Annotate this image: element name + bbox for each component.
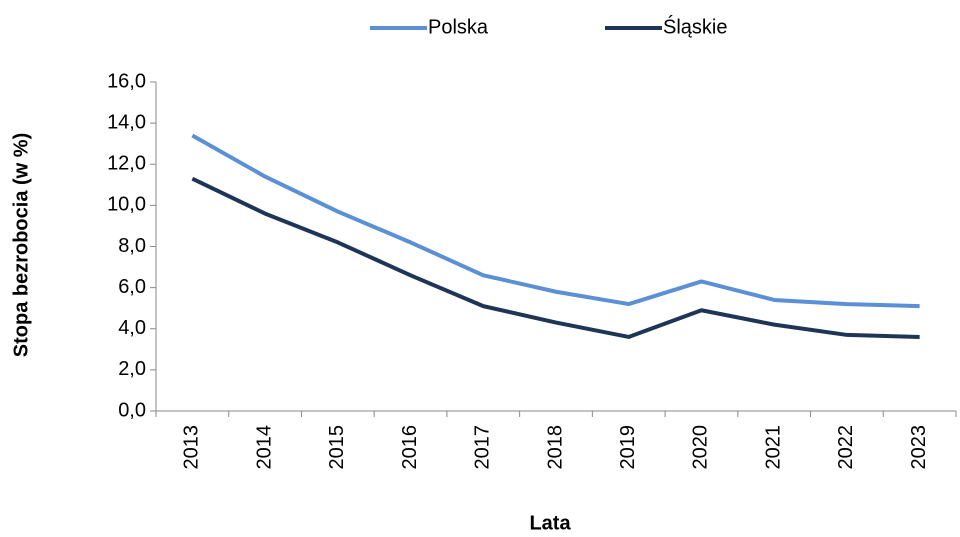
x-tick-label: 2015 [326,425,348,470]
x-tick-label: 2019 [617,425,639,470]
y-axis-title: Stopa bezrobocia (w %) [10,133,32,357]
y-tick-label: 0,0 [118,399,146,421]
x-tick-label: 2016 [399,425,421,470]
x-tick-label: 2014 [253,425,275,470]
x-tick-label: 2023 [908,425,930,470]
legend-label: Śląskie [663,14,727,38]
legend-label: Polska [428,16,489,38]
x-tick-label: 2018 [544,425,566,470]
y-tick-label: 14,0 [107,111,146,133]
y-tick-label: 16,0 [107,70,146,92]
x-tick-label: 2021 [762,425,784,470]
y-tick-label: 8,0 [118,235,146,257]
x-tick-label: 2017 [472,425,494,470]
y-tick-label: 12,0 [107,153,146,175]
x-axis-title: Lata [529,512,571,534]
x-tick-label: 2020 [690,425,712,470]
y-tick-label: 10,0 [107,194,146,216]
y-tick-label: 4,0 [118,317,146,339]
x-tick-label: 2022 [835,425,857,470]
y-tick-label: 6,0 [118,276,146,298]
x-tick-label: 2013 [181,425,203,470]
series-line [191,133,920,309]
y-tick-label: 2,0 [118,358,146,380]
series-line [191,176,920,339]
